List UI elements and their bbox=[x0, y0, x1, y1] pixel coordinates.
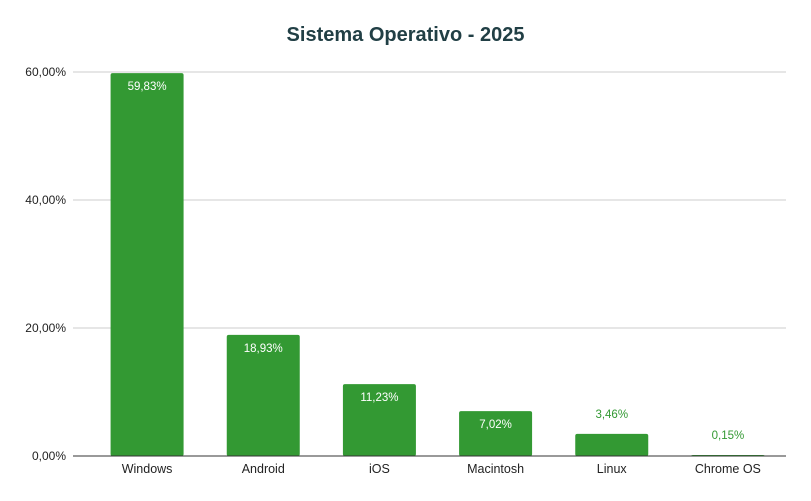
data-label: 7,02% bbox=[479, 419, 512, 431]
chart-title: Sistema Operativo - 2025 bbox=[286, 24, 525, 46]
y-tick-label: 60,00% bbox=[25, 65, 66, 79]
data-label: 3,46% bbox=[595, 409, 628, 421]
y-tick-label: 0,00% bbox=[32, 449, 66, 463]
bars bbox=[110, 73, 765, 456]
data-labels: 59,83% 18,93% 11,23% 7,02% 3,46% 0,15% bbox=[128, 81, 745, 442]
bar bbox=[110, 73, 184, 456]
x-tick-label: iOS bbox=[369, 462, 390, 476]
y-tick-label: 20,00% bbox=[25, 321, 66, 335]
gridlines bbox=[73, 71, 786, 329]
x-tick-label: Windows bbox=[122, 462, 173, 476]
x-tick-label: Chrome OS bbox=[695, 462, 761, 476]
y-tick-label: 40,00% bbox=[25, 193, 66, 207]
x-tick-label: Linux bbox=[597, 462, 628, 476]
data-label: 18,93% bbox=[244, 343, 283, 355]
bar bbox=[459, 411, 533, 456]
y-axis-ticks: 0,00% 20,00% 40,00% 60,00% bbox=[25, 65, 66, 463]
data-label: 11,23% bbox=[360, 392, 398, 404]
x-tick-label: Macintosh bbox=[467, 462, 524, 476]
bar bbox=[226, 334, 300, 456]
x-axis-ticks: Windows Android iOS Macintosh Linux Chrome OS bbox=[122, 462, 761, 476]
bar bbox=[575, 433, 649, 456]
data-label: 0,15% bbox=[712, 430, 745, 442]
data-label: 59,83% bbox=[128, 81, 167, 93]
x-tick-label: Android bbox=[242, 462, 285, 476]
bar bbox=[342, 384, 416, 456]
